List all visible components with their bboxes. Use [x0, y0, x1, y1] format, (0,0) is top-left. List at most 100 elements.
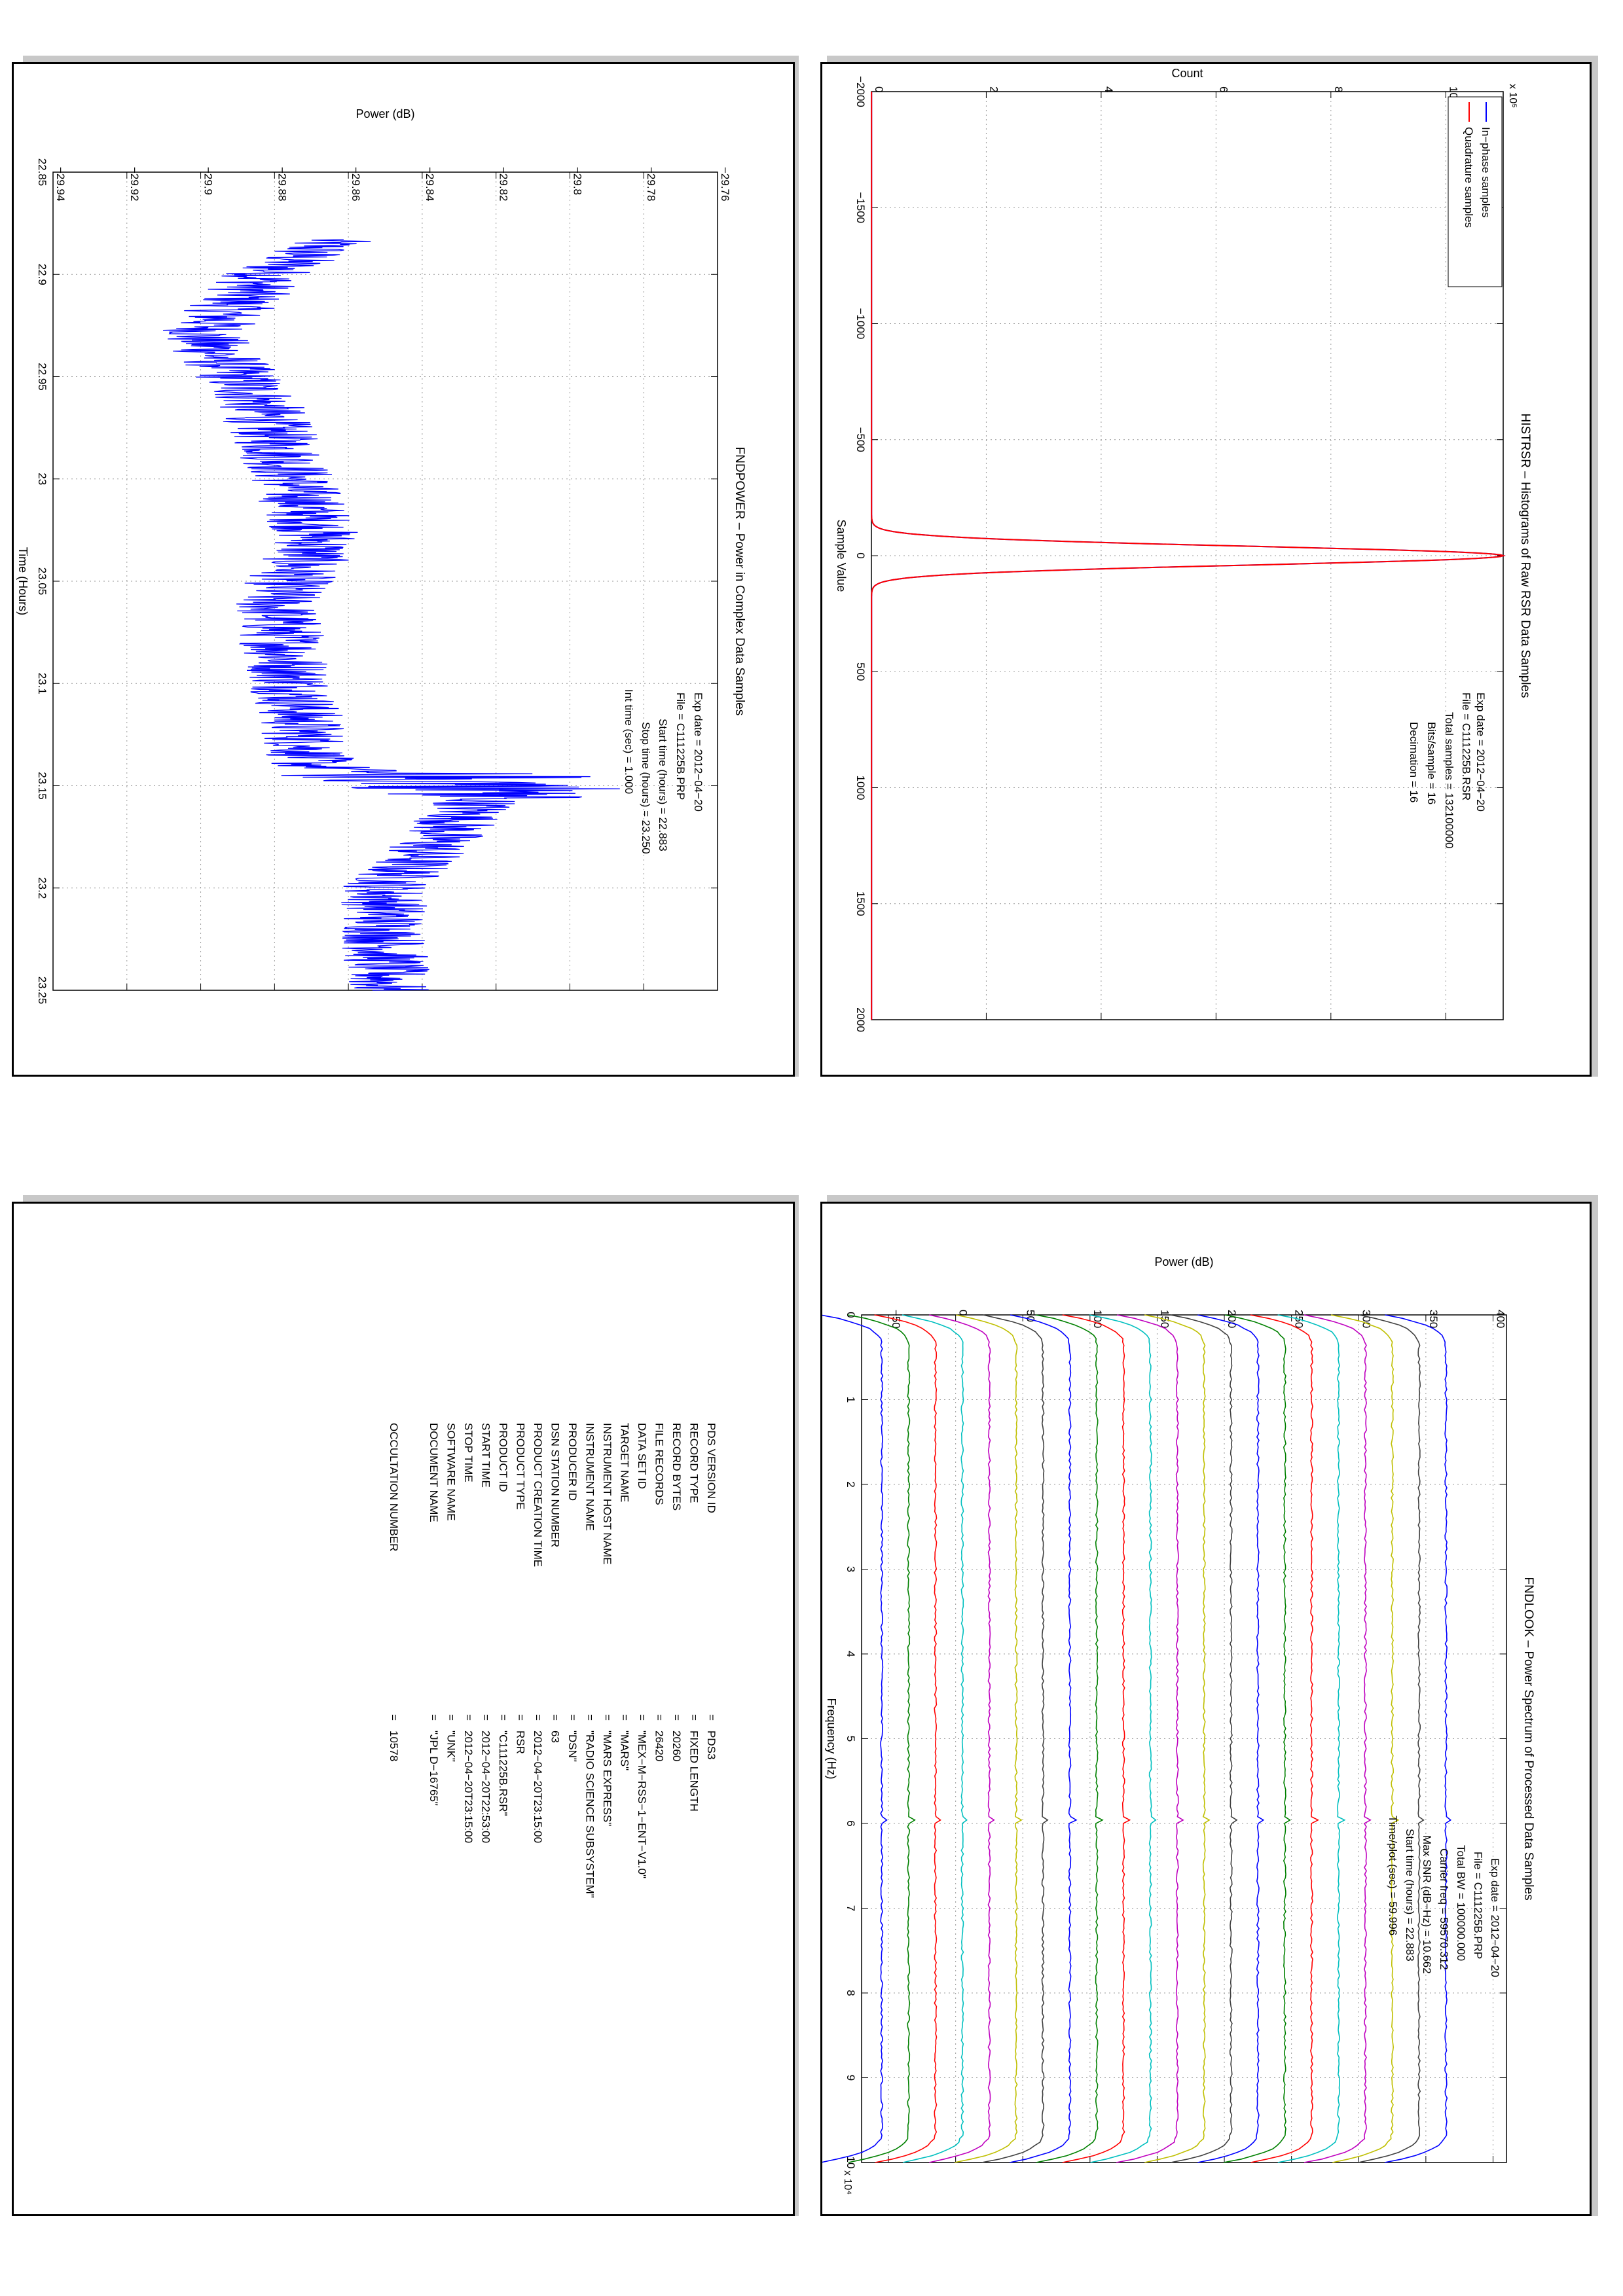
- label-value: 2012−04−20T23:15:00: [532, 1731, 544, 1843]
- label-equals: =: [705, 1714, 718, 1721]
- fndlook-xlabel: Frequency (Hz): [825, 1698, 838, 1779]
- fndlook-series: [1358, 1314, 1425, 2163]
- label-value: "C111225B.RSR": [497, 1731, 509, 1816]
- fndlook-series: [1170, 1314, 1238, 2163]
- label-key: SOFTWARE NAME: [445, 1423, 458, 1521]
- fndlook-xtick-label: 1: [845, 1397, 857, 1403]
- label-value: 2012−04−20T23:15:00: [462, 1731, 475, 1843]
- label-key: PRODUCT TYPE: [515, 1423, 527, 1510]
- label-equals: =: [566, 1714, 579, 1721]
- fndlook-info-line: Total BW = 100000.000: [1455, 1845, 1467, 1961]
- label-equals: =: [670, 1714, 683, 1721]
- fndlook-xtick-label: 6: [845, 1820, 857, 1826]
- fndlook-info-line: Start time (hours) = 22.883: [1404, 1829, 1416, 1962]
- fndlook-series: [1330, 1314, 1400, 2163]
- histrsr-xtick-label: −1500: [854, 192, 867, 223]
- label-equals: =: [515, 1714, 527, 1721]
- fndlook-series: [1010, 1314, 1078, 2163]
- histrsr-info-line: File = C111225B.RSR: [1460, 692, 1472, 800]
- histrsr-info-line: Bits/sample = 16: [1425, 722, 1438, 804]
- fndlook-ytick-label: 100: [1091, 1310, 1104, 1328]
- label-key: PRODUCT CREATION TIME: [532, 1423, 544, 1567]
- fndlook-ytick-label: 300: [1360, 1310, 1372, 1328]
- label-key: DSN STATION NUMBER: [549, 1423, 562, 1547]
- label-equals: =: [462, 1714, 475, 1721]
- fndpower-ytick-label: −29.86: [350, 167, 362, 201]
- fndpower-xtick-label: 23: [36, 473, 48, 485]
- fndlook-panel: 0 1 2 3 4 5 6 7 8 9 10 −50 0 50 100 150 200 250 300 350 400 x…: [820, 1202, 1592, 2216]
- fndpower-info-line: File = C111225B.PRP: [674, 692, 687, 800]
- label-equals: =: [636, 1714, 648, 1721]
- fndpower-ytick-label: −29.84: [424, 167, 436, 201]
- fndlook-series: [1089, 1314, 1157, 2163]
- fndlook-ylabel: Power (dB): [1154, 1255, 1213, 1268]
- label-value: 2012−04−20T22:53:00: [480, 1731, 492, 1843]
- label-value: "JPL D−16765": [428, 1731, 440, 1806]
- histrsr-ytick-label: 0: [873, 86, 885, 92]
- label-key: FILE RECORDS: [653, 1423, 666, 1505]
- fndpower-info-line: Int time (sec) = 1.000: [623, 689, 635, 794]
- fndpower-ytick-label: −29.92: [128, 167, 141, 201]
- fndlook-series: [955, 1314, 1023, 2163]
- fndlook-axes-box: [861, 1314, 1507, 2163]
- fndlook-series: [1116, 1314, 1184, 2163]
- fndpower-ytick-label: −29.8: [571, 167, 583, 195]
- fndlook-title: FNDLOOK – Power Spectrum of Processed Da…: [1522, 1577, 1535, 1900]
- fndpower-info-line: Start time (hours) = 22.883: [657, 719, 669, 852]
- label-key: TARGET NAME: [619, 1423, 631, 1502]
- fndlook-series: [1250, 1314, 1319, 2163]
- fndpower-xtick-label: 23.05: [36, 567, 48, 596]
- histrsr-xtick-label: 500: [854, 662, 867, 681]
- histrsr-xtick-label: 0: [854, 552, 867, 558]
- label-value: 26420: [653, 1731, 666, 1761]
- histrsr-xtick-label: −500: [854, 427, 867, 452]
- label-value: RSR: [515, 1731, 527, 1754]
- fndlook-xtick-label: 9: [845, 2075, 857, 2081]
- label-equals: =: [388, 1714, 400, 1721]
- histrsr-info-line: Exp date = 2012−04−20: [1474, 692, 1487, 812]
- fndpower-xtick-label: 22.85: [36, 158, 48, 187]
- label-value: "MARS": [619, 1731, 631, 1770]
- histrsr-ytick-label: 2: [987, 86, 1000, 92]
- fndlook-info-line: Max SNR (dB−Hz) = 10.662: [1421, 1835, 1433, 1974]
- fndlook-xtick-label: 0: [845, 1312, 857, 1318]
- fndpower-ylabel: Power (dB): [356, 107, 414, 120]
- fndlook-info-line: File = C111225B.PRP: [1472, 1852, 1484, 1959]
- label-equals: =: [619, 1714, 631, 1721]
- fndlook-xtick-label: 2: [845, 1481, 857, 1487]
- histrsr-legend-box: [1448, 96, 1503, 287]
- histrsr-chart: −2000 −1500 −1000 −500 0 500 1000 1500 2000 0 2 4 6 8…: [835, 67, 1532, 1032]
- label-equals: =: [480, 1714, 492, 1721]
- fndpower-panel: 22.85 22.9 22.95 23 23.05 23.1 23.15 23.2 23.25 −…: [12, 62, 795, 1077]
- label-key: PRODUCER ID: [566, 1423, 579, 1501]
- histrsr-xtick-label: 1500: [854, 891, 867, 916]
- fndpower-chart: 22.85 22.9 22.95 23 23.05 23.1 23.15 23.2 23.25 −…: [16, 107, 746, 1004]
- fndpower-ytick-label: −29.88: [276, 167, 288, 201]
- label-key: DATA SET ID: [636, 1423, 648, 1489]
- histrsr-ytick-label: 8: [1332, 86, 1345, 92]
- label-value: "RADIO SCIENCE SUBSYSTEM": [584, 1731, 596, 1898]
- fndpower-xtick-label: 22.95: [36, 363, 48, 391]
- histrsr-info-line: Decimation = 16: [1408, 722, 1420, 802]
- label-value: 63: [549, 1731, 562, 1743]
- label-equals: =: [688, 1714, 701, 1721]
- label-equals: =: [549, 1714, 562, 1721]
- fndlook-series: [1223, 1314, 1291, 2163]
- fndlook-series: [1197, 1314, 1265, 2163]
- fndpower-ytick-label: −29.76: [719, 167, 731, 201]
- fndpower-info-line: Stop time (hours) = 23.250: [640, 722, 652, 854]
- histrsr-xtick-label: 2000: [854, 1007, 867, 1032]
- histrsr-title: HISTRSR – Histograms of Raw RSR Data Sam…: [1518, 413, 1532, 698]
- label-equals: =: [428, 1714, 440, 1721]
- histrsr-ytick-label: 10: [1447, 86, 1459, 99]
- label-key: RECORD TYPE: [688, 1423, 701, 1503]
- histrsr-ytick-label: 4: [1103, 86, 1115, 92]
- histrsr-xlabel: Sample Value: [835, 520, 848, 592]
- fndpower-ytick-label: −29.82: [498, 167, 510, 201]
- label-value: PDS3: [705, 1731, 718, 1759]
- fndpower-xlabel: Time (Hours): [16, 547, 29, 615]
- label-equals: =: [653, 1714, 666, 1721]
- label-panel: PDS VERSION ID = PDS3 RECORD TYPE = FIXED LEN…: [12, 1202, 795, 2216]
- fndlook-xexp: x 10⁴: [842, 2170, 853, 2195]
